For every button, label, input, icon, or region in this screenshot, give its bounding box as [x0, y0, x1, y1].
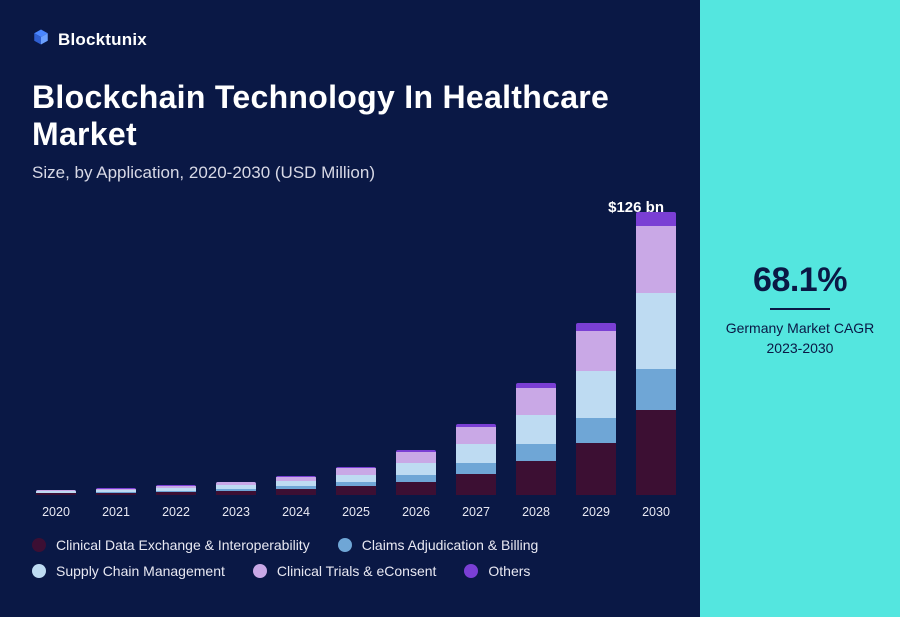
legend-swatch	[253, 564, 267, 578]
stacked-bar	[156, 485, 196, 495]
legend-item: Claims Adjudication & Billing	[338, 537, 539, 553]
bar-segment-trials	[576, 331, 616, 371]
x-axis-label: 2022	[162, 505, 190, 519]
stacked-bar	[516, 383, 556, 495]
bar-segment-cdx	[36, 493, 76, 495]
bar-segment-claims	[576, 418, 616, 444]
legend-swatch	[338, 538, 352, 552]
bar-segment-scm	[456, 444, 496, 463]
stacked-bar	[576, 323, 616, 495]
bar-segment-cdx	[156, 492, 196, 495]
bar-segment-claims	[516, 444, 556, 461]
x-axis-label: 2026	[402, 505, 430, 519]
bar-column: 2022	[156, 485, 196, 519]
legend-item: Others	[464, 563, 530, 579]
main-panel: Blocktunix Blockchain Technology In Heal…	[0, 0, 700, 617]
bar-segment-cdx	[516, 461, 556, 495]
cagr-value: 68.1%	[726, 261, 875, 300]
legend-label: Others	[488, 563, 530, 579]
bar-segment-cdx	[636, 410, 676, 495]
x-axis-label: 2030	[642, 505, 670, 519]
bar-column: 2020	[36, 490, 76, 519]
x-axis-label: 2021	[102, 505, 130, 519]
x-axis-label: 2020	[42, 505, 70, 519]
bar-segment-scm	[576, 371, 616, 417]
bar-column: 2029	[576, 323, 616, 519]
x-axis-label: 2029	[582, 505, 610, 519]
stacked-bar	[396, 450, 436, 495]
stacked-bar	[96, 488, 136, 495]
bar-segment-trials	[396, 452, 436, 463]
stacked-bar	[456, 424, 496, 495]
cagr-label-line2: 2023-2030	[726, 340, 875, 356]
bar-segment-cdx	[96, 493, 136, 495]
legend-swatch	[32, 538, 46, 552]
bar-segment-trials	[336, 468, 376, 475]
bar-segment-others	[576, 323, 616, 331]
bar-column: 2025	[336, 467, 376, 520]
legend-label: Supply Chain Management	[56, 563, 225, 579]
cube-icon	[32, 28, 50, 51]
bar-column: 2021	[96, 488, 136, 519]
legend-label: Clinical Trials & eConsent	[277, 563, 437, 579]
bar-column: 2026	[396, 450, 436, 519]
sidebar-panel: 68.1% Germany Market CAGR 2023-2030	[700, 0, 900, 617]
bar-segment-scm	[636, 293, 676, 369]
page: Blocktunix Blockchain Technology In Heal…	[0, 0, 900, 617]
stacked-bar	[636, 212, 676, 495]
cagr-divider	[770, 308, 830, 310]
bar-segment-trials	[456, 427, 496, 444]
legend-swatch	[32, 564, 46, 578]
chart: $126 bn 20202021202220232024202520262027…	[32, 199, 668, 579]
chart-plot-area: 2020 2021 2022 2023 2024 2025 2026 2027 2028 2029…	[32, 199, 668, 519]
x-axis-label: 2025	[342, 505, 370, 519]
bar-column: 2027	[456, 424, 496, 519]
stacked-bar	[276, 476, 316, 495]
bar-segment-cdx	[456, 474, 496, 495]
bar-column: 2024	[276, 476, 316, 519]
stacked-bar	[216, 482, 256, 495]
bar-segment-cdx	[276, 489, 316, 495]
legend-swatch	[464, 564, 478, 578]
x-axis-label: 2027	[462, 505, 490, 519]
x-axis-label: 2028	[522, 505, 550, 519]
legend-item: Clinical Trials & eConsent	[253, 563, 437, 579]
brand-name: Blocktunix	[58, 30, 147, 50]
stacked-bar	[336, 467, 376, 496]
x-axis-label: 2023	[222, 505, 250, 519]
x-axis-label: 2024	[282, 505, 310, 519]
bar-segment-cdx	[576, 443, 616, 495]
bar-column: 2023	[216, 482, 256, 519]
legend-label: Clinical Data Exchange & Interoperabilit…	[56, 537, 310, 553]
bar-segment-cdx	[396, 482, 436, 495]
legend-item: Clinical Data Exchange & Interoperabilit…	[32, 537, 310, 553]
bar-segment-cdx	[336, 486, 376, 495]
bar-column: 2028	[516, 383, 556, 519]
bar-segment-cdx	[216, 491, 256, 495]
bar-segment-trials	[516, 388, 556, 414]
bar-segment-trials	[636, 226, 676, 293]
bar-segment-claims	[636, 369, 676, 409]
sidebar-stat: 68.1% Germany Market CAGR 2023-2030	[726, 261, 875, 356]
bar-segment-scm	[396, 463, 436, 475]
bar-segment-claims	[456, 463, 496, 474]
chart-legend: Clinical Data Exchange & Interoperabilit…	[32, 537, 668, 579]
bar-segment-others	[636, 212, 676, 225]
bar-segment-claims	[396, 475, 436, 482]
page-title: Blockchain Technology In Healthcare Mark…	[32, 79, 668, 153]
bar-segment-scm	[516, 415, 556, 445]
legend-label: Claims Adjudication & Billing	[362, 537, 539, 553]
stacked-bar	[36, 490, 76, 495]
legend-item: Supply Chain Management	[32, 563, 225, 579]
page-subtitle: Size, by Application, 2020-2030 (USD Mil…	[32, 163, 668, 183]
bar-column: 2030	[636, 212, 676, 519]
cagr-label-line1: Germany Market CAGR	[726, 320, 875, 336]
brand-logo: Blocktunix	[32, 28, 668, 51]
bar-segment-scm	[336, 475, 376, 483]
